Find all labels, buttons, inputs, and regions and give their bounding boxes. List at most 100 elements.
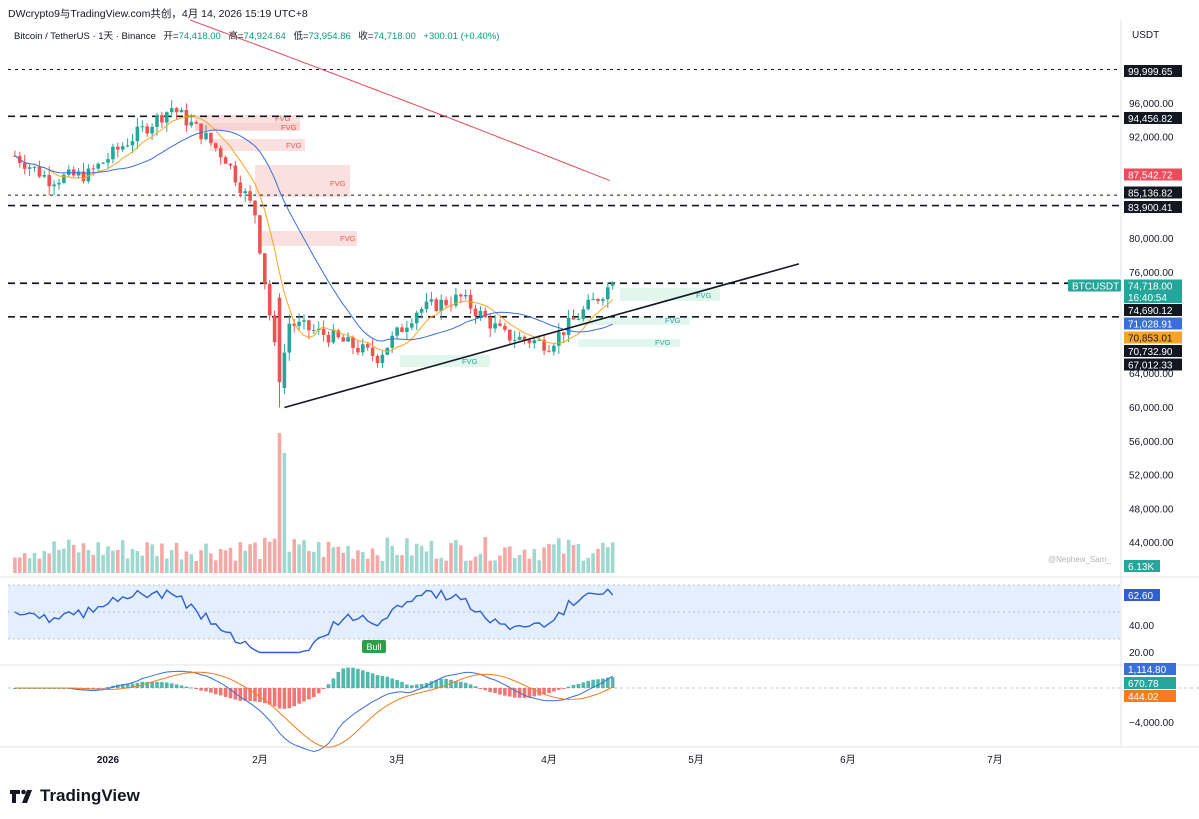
tag-box bbox=[1124, 168, 1182, 181]
macd-hist-bar bbox=[204, 688, 208, 692]
macd-hist-bar bbox=[307, 688, 311, 700]
volume-bar bbox=[522, 549, 527, 573]
volume-bar bbox=[419, 545, 424, 573]
volume-bar bbox=[385, 537, 390, 573]
candle-body bbox=[444, 299, 448, 306]
macd-hist-bar bbox=[297, 688, 301, 704]
candle-body bbox=[326, 334, 331, 343]
volume-bar bbox=[135, 550, 140, 573]
candle-body bbox=[395, 327, 399, 336]
candle-body bbox=[380, 354, 385, 364]
macd-hist-bar bbox=[321, 688, 326, 689]
volume-bar bbox=[454, 540, 458, 573]
volume-bar bbox=[508, 546, 512, 573]
macd-hist-bar bbox=[419, 683, 424, 688]
macd-hist-bar bbox=[606, 677, 610, 688]
candle-body bbox=[111, 146, 115, 160]
volume-bars bbox=[13, 433, 615, 573]
fvg-zone bbox=[262, 231, 357, 246]
candle-body bbox=[410, 323, 414, 328]
chart-title: DWcrypto9与TradingView.com共创，4月 14, 2026 … bbox=[8, 8, 308, 20]
ma-mid-line bbox=[14, 129, 613, 342]
candle-body bbox=[179, 109, 184, 113]
volume-bar bbox=[302, 540, 306, 573]
tag-label: 6.13K bbox=[1128, 562, 1154, 573]
volume-bar bbox=[405, 538, 409, 573]
close-label: 收= bbox=[358, 31, 374, 42]
candle-body bbox=[498, 323, 502, 326]
macd-hist-bar bbox=[101, 688, 105, 689]
macd-tag: 444.02 bbox=[1124, 690, 1176, 703]
macd-hist-bar bbox=[248, 688, 252, 702]
macd-hist-bar bbox=[258, 688, 262, 702]
volume-bar bbox=[214, 560, 218, 573]
tag-label: 16:40:54 bbox=[1128, 293, 1167, 304]
volume-bar bbox=[341, 552, 345, 573]
macd-hist-bar bbox=[532, 688, 537, 697]
tag-box bbox=[1124, 663, 1176, 675]
candle-body bbox=[586, 299, 590, 310]
volume-bar bbox=[27, 558, 32, 573]
volume-bar bbox=[576, 544, 581, 573]
low-label: 低= bbox=[293, 31, 309, 42]
volume-bar bbox=[596, 548, 600, 573]
macd-hist-bar bbox=[292, 688, 296, 707]
volume-bar bbox=[184, 551, 189, 573]
candle-body bbox=[214, 143, 218, 149]
rsi-value-tag: 62.60 bbox=[1124, 589, 1160, 602]
candle-body bbox=[405, 327, 409, 332]
candle-body bbox=[267, 283, 272, 316]
macd-hist-bar bbox=[449, 679, 453, 688]
time-tick: 6月 bbox=[840, 754, 856, 766]
candle-body bbox=[194, 121, 198, 124]
macd-hist-bar bbox=[155, 681, 159, 688]
volume-bar bbox=[62, 548, 66, 573]
candle-body bbox=[184, 109, 189, 126]
volume-bar bbox=[449, 543, 453, 573]
macd-histogram bbox=[13, 667, 615, 709]
volume-bar bbox=[537, 560, 541, 573]
time-tick: 7月 bbox=[987, 754, 1003, 766]
volume-bar bbox=[169, 550, 174, 573]
volume-bar bbox=[42, 551, 47, 573]
volume-bar bbox=[297, 544, 301, 573]
macd-hist-bar bbox=[165, 682, 169, 688]
open-value: 74,418.00 bbox=[178, 31, 221, 42]
tag-box bbox=[1124, 690, 1176, 702]
close-value: 74,718.00 bbox=[373, 31, 416, 42]
macd-hist-bar bbox=[365, 671, 370, 688]
candle-body bbox=[228, 163, 233, 166]
macd-hist-bar bbox=[179, 685, 184, 688]
tag-box bbox=[1124, 291, 1182, 303]
volume-bar bbox=[71, 544, 76, 573]
macd-tag: 670.78 bbox=[1124, 677, 1176, 690]
change-value: +300.01 (+0.40%) bbox=[423, 31, 500, 42]
tag-label: 444.02 bbox=[1128, 692, 1159, 703]
macd-hist-bar bbox=[380, 675, 385, 688]
candle-body bbox=[272, 315, 277, 343]
volume-bar bbox=[557, 538, 561, 573]
high-value: 74,924.64 bbox=[243, 31, 286, 42]
macd-hist-bar bbox=[576, 683, 581, 688]
candle-body bbox=[434, 299, 439, 311]
candle-body bbox=[400, 327, 404, 332]
volume-bar bbox=[86, 549, 91, 573]
candle-body bbox=[302, 320, 306, 322]
candle-body bbox=[292, 323, 296, 326]
candle-body bbox=[557, 332, 561, 346]
fvg-zone bbox=[210, 139, 305, 151]
volume-bar bbox=[463, 560, 468, 573]
tag-label: 85,136.82 bbox=[1128, 188, 1173, 199]
volume-bar bbox=[57, 549, 61, 573]
price-tag: 99,999.65 bbox=[1124, 65, 1182, 78]
volume-bar bbox=[331, 547, 336, 573]
candle-body bbox=[62, 174, 66, 183]
macd-hist-bar bbox=[478, 688, 483, 689]
macd-hist-bar bbox=[214, 688, 218, 695]
tag-label: 1,114.80 bbox=[1128, 665, 1167, 676]
macd-hist-bar bbox=[174, 684, 179, 688]
macd-hist-bar bbox=[400, 681, 404, 688]
volume-bar bbox=[130, 549, 135, 573]
fvg-label: FVG bbox=[462, 357, 478, 366]
